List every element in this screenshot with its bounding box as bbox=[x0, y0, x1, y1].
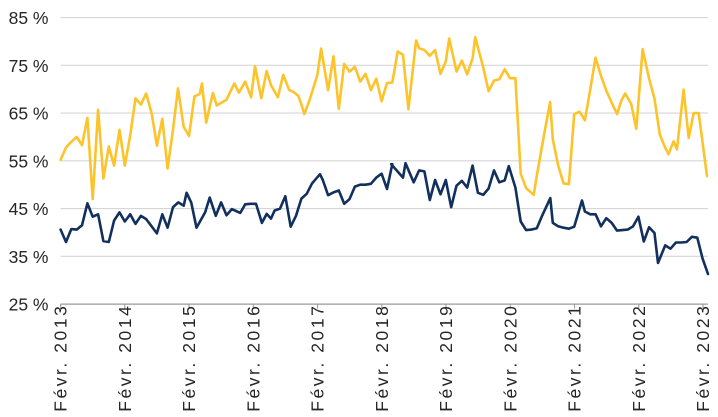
svg-text:Févr. 2016: Févr. 2016 bbox=[243, 304, 263, 412]
svg-text:75 %: 75 % bbox=[9, 56, 49, 76]
svg-text:Févr. 2015: Févr. 2015 bbox=[179, 304, 199, 412]
svg-text:Févr. 2023: Févr. 2023 bbox=[693, 304, 713, 412]
svg-text:35 %: 35 % bbox=[9, 247, 49, 267]
svg-text:25 %: 25 % bbox=[9, 295, 49, 315]
svg-text:Févr. 2014: Févr. 2014 bbox=[115, 304, 135, 412]
svg-text:55 %: 55 % bbox=[9, 151, 49, 171]
svg-text:Févr. 2017: Févr. 2017 bbox=[308, 304, 328, 412]
svg-text:85 %: 85 % bbox=[9, 8, 49, 28]
svg-text:Févr. 2019: Févr. 2019 bbox=[436, 304, 456, 412]
svg-text:Févr. 2018: Févr. 2018 bbox=[372, 304, 392, 412]
svg-text:65 %: 65 % bbox=[9, 104, 49, 124]
svg-text:Févr. 2013: Févr. 2013 bbox=[51, 304, 71, 412]
svg-text:Févr. 2021: Févr. 2021 bbox=[565, 304, 585, 412]
svg-text:45 %: 45 % bbox=[9, 199, 49, 219]
svg-text:Févr. 2022: Févr. 2022 bbox=[629, 304, 649, 412]
svg-text:Févr. 2020: Févr. 2020 bbox=[500, 304, 520, 412]
